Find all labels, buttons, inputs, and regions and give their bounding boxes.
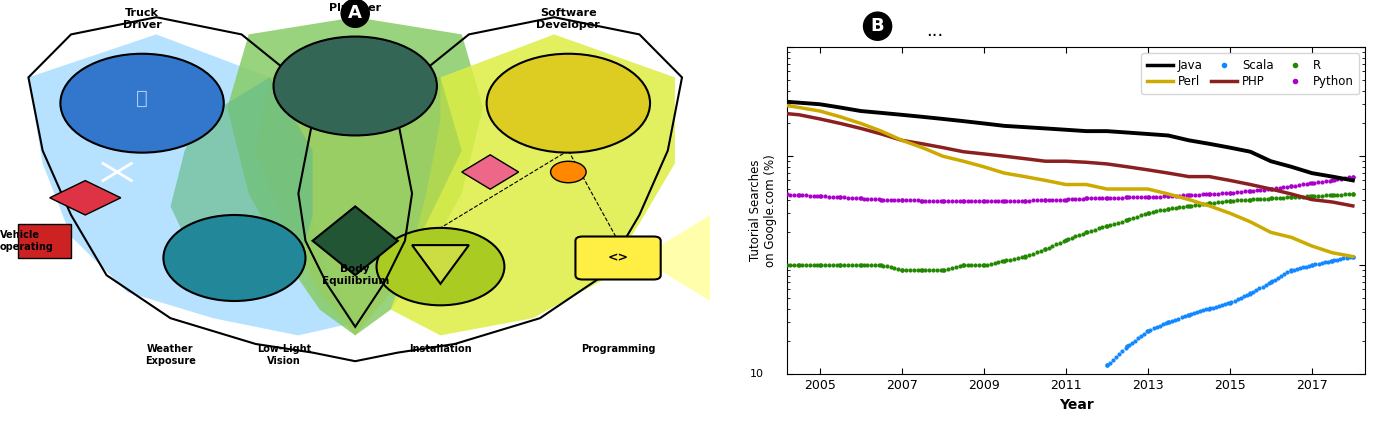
Text: Installation: Installation <box>410 344 472 354</box>
Polygon shape <box>50 181 121 215</box>
Text: Programming: Programming <box>581 344 655 354</box>
Polygon shape <box>653 206 724 310</box>
Circle shape <box>376 228 504 305</box>
Text: ⛔: ⛔ <box>137 89 148 108</box>
Text: 10: 10 <box>749 369 763 379</box>
Text: Vehicle
operating: Vehicle operating <box>0 230 54 252</box>
Polygon shape <box>227 17 483 335</box>
Circle shape <box>486 54 651 153</box>
Y-axis label: Tutorial Searches
on Google.com (%): Tutorial Searches on Google.com (%) <box>748 154 777 267</box>
Text: ...: ... <box>926 22 943 40</box>
Text: Truck
Driver: Truck Driver <box>123 9 162 30</box>
Circle shape <box>163 215 305 301</box>
Text: Body
Equilibrium: Body Equilibrium <box>322 264 389 286</box>
Polygon shape <box>412 245 469 284</box>
Legend: Java, Perl, Scala, PHP, R, Python: Java, Perl, Scala, PHP, R, Python <box>1141 53 1360 94</box>
Polygon shape <box>256 43 462 335</box>
Polygon shape <box>170 77 312 292</box>
Polygon shape <box>391 34 676 335</box>
Circle shape <box>60 54 224 153</box>
Text: Plumber: Plumber <box>329 3 382 13</box>
X-axis label: Year: Year <box>1059 397 1094 412</box>
FancyBboxPatch shape <box>575 237 660 280</box>
Text: Low-Light
Vision: Low-Light Vision <box>258 344 311 366</box>
Circle shape <box>273 37 437 135</box>
Circle shape <box>550 161 586 183</box>
Text: B: B <box>871 17 885 35</box>
Polygon shape <box>462 155 518 189</box>
Text: A: A <box>348 4 362 22</box>
Text: Software
Developer: Software Developer <box>536 9 600 30</box>
Polygon shape <box>312 206 398 275</box>
Text: <>: <> <box>607 252 628 264</box>
Polygon shape <box>28 34 355 335</box>
Polygon shape <box>18 224 71 258</box>
Text: Weather
Exposure: Weather Exposure <box>145 344 196 366</box>
